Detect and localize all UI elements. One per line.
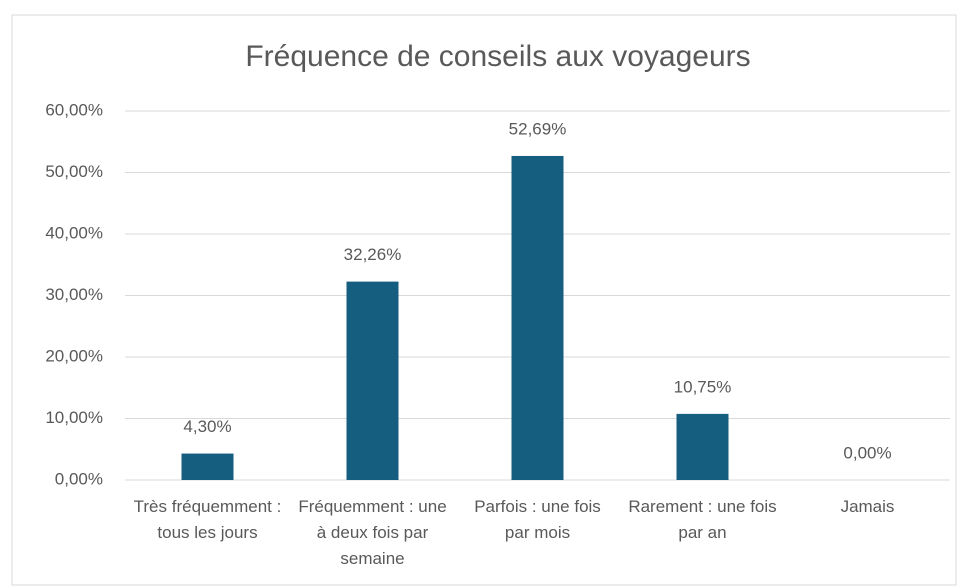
data-label: 52,69% — [509, 119, 567, 138]
bar — [181, 453, 234, 480]
bar — [676, 413, 729, 480]
data-label: 0,00% — [843, 443, 891, 462]
y-tick-label: 0,00% — [55, 469, 103, 488]
data-label: 32,26% — [344, 245, 402, 264]
chart-border — [11, 14, 957, 586]
data-label: 10,75% — [674, 377, 732, 396]
y-tick-label: 60,00% — [45, 100, 103, 119]
x-tick-label: Parfois : une fois par mois — [474, 497, 601, 542]
chart-title: Fréquence de conseils aux voyageurs — [245, 40, 750, 73]
bar — [511, 155, 564, 481]
x-tick-label: Très fréquemment : tous les jours — [133, 497, 282, 542]
y-tick-label: 50,00% — [45, 162, 103, 181]
y-tick-label: 40,00% — [45, 223, 103, 242]
y-tick-label: 10,00% — [45, 408, 103, 427]
data-label: 4,30% — [183, 417, 231, 436]
y-tick-label: 30,00% — [45, 285, 103, 304]
x-tick-label: Rarement : une fois par an — [628, 497, 777, 542]
x-tick-label: Jamais — [840, 497, 895, 516]
x-tick-label: Fréquemment : une à deux fois par semain… — [298, 497, 447, 568]
y-tick-label: 20,00% — [45, 346, 103, 365]
bar — [346, 281, 399, 480]
